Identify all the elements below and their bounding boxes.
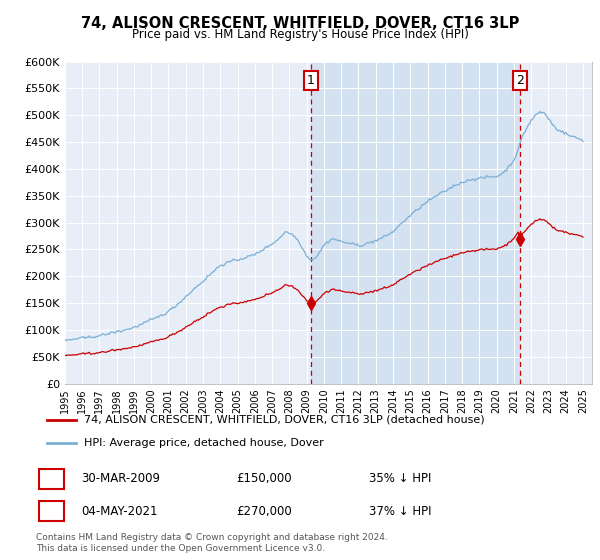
Text: 04-MAY-2021: 04-MAY-2021 [81,505,157,517]
Bar [38,501,64,521]
Text: 37% ↓ HPI: 37% ↓ HPI [368,505,431,517]
Text: Contains HM Land Registry data © Crown copyright and database right 2024.
This d: Contains HM Land Registry data © Crown c… [36,533,388,553]
Text: 74, ALISON CRESCENT, WHITFIELD, DOVER, CT16 3LP (detached house): 74, ALISON CRESCENT, WHITFIELD, DOVER, C… [83,414,484,424]
Text: 2: 2 [515,74,524,87]
Bar [38,469,64,489]
Text: £150,000: £150,000 [236,473,292,486]
Text: HPI: Average price, detached house, Dover: HPI: Average price, detached house, Dove… [83,438,323,448]
Text: 74, ALISON CRESCENT, WHITFIELD, DOVER, CT16 3LP: 74, ALISON CRESCENT, WHITFIELD, DOVER, C… [81,16,519,31]
Text: 30-MAR-2009: 30-MAR-2009 [81,473,160,486]
Text: 1: 1 [47,473,56,486]
Text: 35% ↓ HPI: 35% ↓ HPI [368,473,431,486]
Text: £270,000: £270,000 [236,505,292,517]
Bar [311,62,520,384]
Text: 1: 1 [307,74,315,87]
Text: 2: 2 [47,505,56,517]
Text: Price paid vs. HM Land Registry's House Price Index (HPI): Price paid vs. HM Land Registry's House … [131,28,469,41]
